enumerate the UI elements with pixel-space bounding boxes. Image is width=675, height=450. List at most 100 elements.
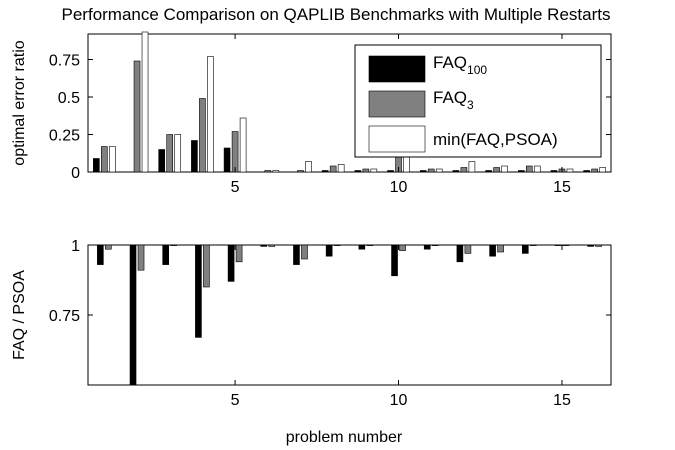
bottom-ticks: 5 10 15 0.75 1 [49, 238, 611, 409]
top-bar-min-7 [305, 161, 312, 173]
top-bar-faq3-14 [525, 165, 533, 173]
top-bar-faq100-4 [191, 140, 198, 173]
top-bar-faq3-8 [329, 165, 337, 173]
bottom-bar-faq3-4 [203, 244, 210, 288]
top-chart: 5 10 15 0 0.25 0.5 0.75 optimal error ratio FA… [11, 31, 612, 196]
bottom-bar-faq3-13 [497, 244, 504, 253]
bottom-bar-faq100-7 [293, 244, 300, 265]
top-bar-min-11 [435, 168, 443, 173]
top-bar-faq100-1 [93, 158, 100, 173]
bottom-bar-faq3-7 [301, 244, 308, 260]
top-x-tick-label: 15 [553, 179, 571, 196]
bottom-chart: 5 10 15 0.75 1 FAQ / PSOA problem number [11, 238, 612, 446]
bottom-bar-faq100-8 [325, 244, 333, 257]
legend-label-min: min(FAQ,PSOA) [433, 130, 558, 149]
bottom-bars [97, 244, 602, 386]
bottom-bar-faq100-4 [195, 244, 202, 338]
bottom-y-tick-label: 1 [71, 238, 80, 255]
bottom-x-tick-label: 15 [553, 392, 571, 409]
legend-swatch-min [368, 125, 426, 153]
bottom-bar-faq100-10 [391, 244, 398, 277]
top-bar-faq3-4 [199, 98, 206, 173]
bottom-plot-frame [87, 244, 612, 386]
top-bar-min-5 [239, 117, 247, 173]
top-bar-faq3-6 [264, 170, 272, 173]
top-bar-faq100-9 [354, 170, 362, 173]
top-bar-faq3-16 [591, 168, 598, 173]
legend-swatch-faq3 [368, 90, 426, 118]
bottom-bar-faq100-14 [521, 244, 529, 254]
top-bar-min-6 [272, 170, 280, 173]
top-bar-faq100-12 [452, 170, 460, 173]
bottom-bar-faq3-15 [562, 244, 570, 246]
bottom-y-tick-label: 0.75 [49, 308, 80, 325]
legend-swatch-faq100 [368, 55, 426, 83]
top-bar-faq3-7 [297, 170, 304, 173]
bottom-bar-faq3-1 [105, 244, 112, 250]
bottom-bar-faq100-1 [97, 244, 104, 265]
top-bar-faq100-10 [387, 170, 394, 173]
top-bar-faq3-9 [362, 168, 370, 173]
bottom-bar-faq100-2 [129, 244, 137, 386]
bottom-bar-faq100-9 [358, 244, 366, 250]
top-y-tick-label: 0.75 [49, 53, 80, 70]
bottom-x-tick-label: 5 [231, 392, 240, 409]
bottom-bar-faq3-10 [399, 244, 406, 251]
bottom-bar-faq100-3 [162, 244, 170, 265]
top-bar-faq3-5 [231, 131, 239, 173]
top-bar-faq100-11 [419, 170, 427, 173]
top-bar-min-8 [337, 164, 345, 173]
top-bar-min-3 [174, 134, 182, 173]
bottom-bar-faq3-3 [170, 244, 178, 246]
chart-title: Performance Comparison on QAPLIB Benchma… [62, 5, 611, 24]
legend-label-faq100: FAQ100 [433, 53, 487, 77]
top-bar-faq100-13 [485, 170, 492, 173]
top-bar-faq3-12 [460, 167, 468, 173]
bottom-bar-faq100-16 [587, 244, 594, 247]
bottom-y-axis-label: FAQ / PSOA [11, 270, 28, 360]
top-bar-faq100-14 [517, 170, 525, 173]
top-bar-min-16 [599, 167, 606, 173]
top-y-axis-label: optimal error ratio [11, 40, 28, 165]
top-bar-faq100-3 [158, 149, 166, 173]
top-bar-min-2 [141, 31, 149, 173]
bottom-bar-faq3-12 [464, 244, 472, 254]
top-bar-min-9 [370, 168, 378, 173]
x-axis-label: problem number [286, 429, 403, 446]
top-bar-faq100-5 [223, 147, 231, 173]
legend-label-faq3: FAQ3 [433, 88, 474, 112]
legend: FAQ100 FAQ3 min(FAQ,PSOA) [354, 44, 602, 158]
bottom-bar-faq100-13 [489, 244, 496, 257]
top-y-tick-label: 0.25 [49, 128, 80, 145]
top-bar-min-4 [207, 56, 214, 173]
bottom-bar-faq3-14 [529, 244, 537, 246]
top-bar-faq3-3 [166, 134, 174, 173]
top-bar-faq3-2 [133, 60, 141, 173]
bottom-bar-faq100-15 [554, 244, 562, 246]
top-bar-faq3-13 [493, 167, 500, 173]
top-bar-faq100-16 [583, 170, 590, 173]
bottom-bar-faq100-5 [227, 244, 235, 282]
bottom-bar-faq3-5 [235, 244, 243, 263]
bottom-bar-faq3-11 [431, 244, 439, 246]
bottom-bar-faq100-11 [423, 244, 431, 250]
top-bar-faq3-1 [101, 146, 108, 173]
bottom-bar-faq100-6 [260, 244, 268, 247]
top-bar-min-14 [533, 165, 541, 173]
bottom-bar-faq3-9 [366, 244, 374, 246]
top-bar-faq100-8 [321, 170, 329, 173]
top-x-tick-label: 10 [390, 179, 408, 196]
bottom-bar-faq3-2 [137, 244, 145, 271]
top-bar-min-10 [403, 155, 410, 173]
bottom-bar-faq100-12 [456, 244, 464, 263]
bottom-x-tick-label: 10 [390, 392, 408, 409]
bottom-bar-faq3-6 [268, 244, 276, 247]
top-plot-frame [87, 33, 612, 173]
top-bar-faq100-15 [550, 170, 558, 173]
top-ticks: 5 10 15 0 0.25 0.5 0.75 [49, 34, 611, 196]
bottom-bar-faq3-8 [333, 244, 341, 246]
bottom-bar-faq3-16 [595, 244, 602, 247]
top-bar-faq3-11 [427, 168, 435, 173]
top-y-tick-label: 0.5 [58, 90, 80, 107]
